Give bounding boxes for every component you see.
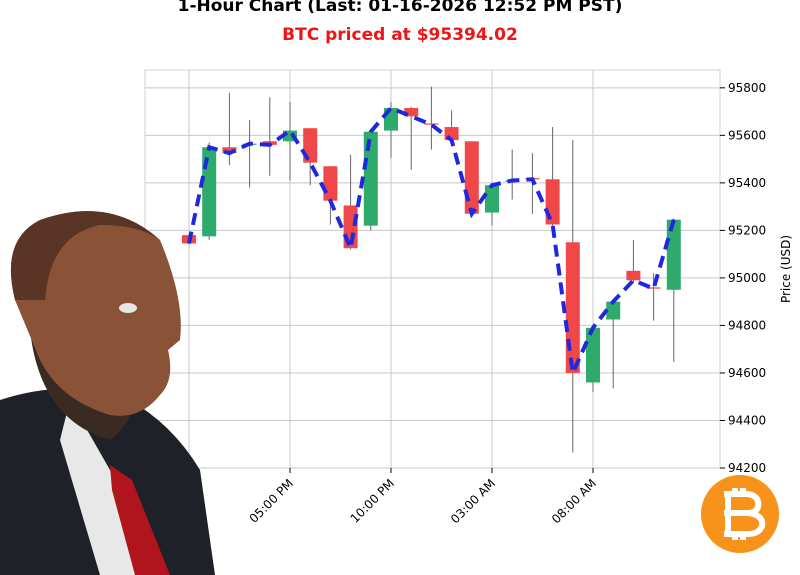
x-tick-label: 10:00 PM bbox=[348, 476, 397, 525]
robot-illustration bbox=[0, 211, 215, 575]
candle-body bbox=[283, 130, 297, 142]
y-tick-label: 94600 bbox=[728, 366, 766, 380]
candle-body bbox=[626, 270, 641, 281]
eye bbox=[119, 303, 137, 313]
head-plating bbox=[10, 211, 161, 300]
y-tick-label: 94200 bbox=[728, 461, 766, 475]
y-tick-label: 94400 bbox=[728, 413, 766, 427]
candle-body bbox=[646, 287, 661, 289]
candle-body bbox=[666, 219, 681, 290]
candle-body bbox=[606, 301, 621, 320]
plot-area: 94200 94400 94600 94800 95000 95200 95400 95600… bbox=[145, 70, 766, 526]
bitcoin-logo bbox=[701, 475, 779, 553]
close-line bbox=[187, 105, 676, 381]
candle-body bbox=[202, 147, 217, 237]
x-tick-label: 08:00 AM bbox=[549, 476, 599, 526]
x-tick-label: 05:00 PM bbox=[247, 476, 296, 525]
y-tick-label: 95600 bbox=[728, 128, 766, 142]
x-tick-label: 03:00 AM bbox=[448, 476, 498, 526]
y-tick-label: 95200 bbox=[728, 223, 766, 237]
candle-body bbox=[404, 108, 419, 117]
y-tick-label: 95400 bbox=[728, 176, 766, 190]
candle-body bbox=[363, 131, 378, 226]
candle-body bbox=[464, 141, 479, 214]
bitcoin-symbol bbox=[724, 488, 766, 540]
y-tick-label: 95000 bbox=[728, 271, 766, 285]
y-tick-label: 94800 bbox=[728, 318, 766, 332]
candle-body bbox=[586, 327, 600, 383]
tie bbox=[110, 465, 170, 575]
y-axis-label: Price (USD) bbox=[779, 235, 793, 303]
chart-title: 1-Hour Chart (Last: 01-16-2026 12:52 PM … bbox=[178, 0, 623, 16]
candle-body bbox=[323, 166, 338, 201]
candle-body bbox=[424, 123, 439, 125]
candle-body bbox=[485, 185, 499, 213]
y-tick-label: 95800 bbox=[728, 81, 766, 95]
chart-subtitle: BTC priced at $95394.02 bbox=[282, 25, 518, 45]
candle-body bbox=[565, 242, 580, 373]
candle-body bbox=[222, 147, 237, 154]
